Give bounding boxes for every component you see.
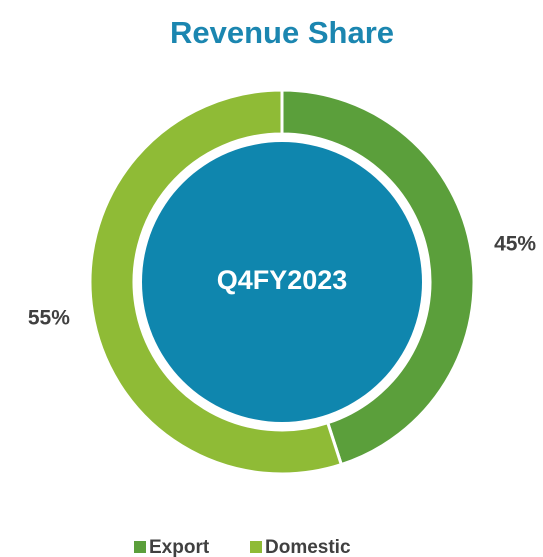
legend-label: Export — [149, 537, 210, 557]
data-label: 45% — [494, 233, 536, 256]
legend-swatch — [134, 541, 146, 553]
center-circle — [142, 142, 422, 422]
donut-segment — [280, 88, 476, 467]
donut-segment — [88, 88, 344, 476]
legend-swatch — [250, 541, 262, 553]
legend-label: Domestic — [265, 537, 351, 557]
chart-title: Revenue Share — [170, 15, 394, 50]
center-label: Q4FY2023 — [217, 265, 348, 295]
data-label: 55% — [28, 306, 70, 329]
